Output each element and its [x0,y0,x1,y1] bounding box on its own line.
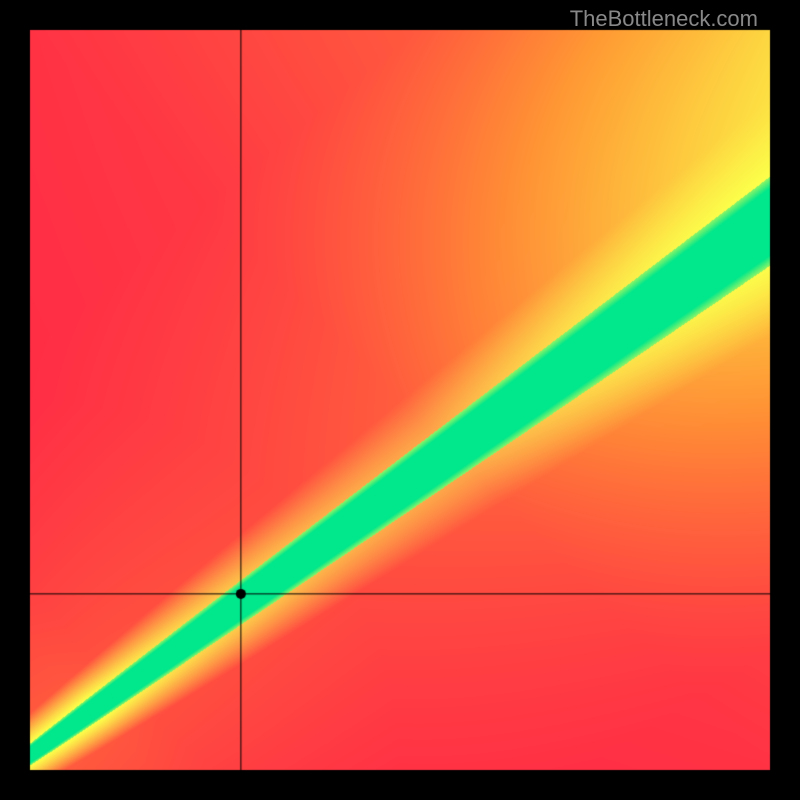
chart-container: TheBottleneck.com [0,0,800,800]
watermark-text: TheBottleneck.com [570,6,758,32]
bottleneck-heatmap [0,0,800,800]
